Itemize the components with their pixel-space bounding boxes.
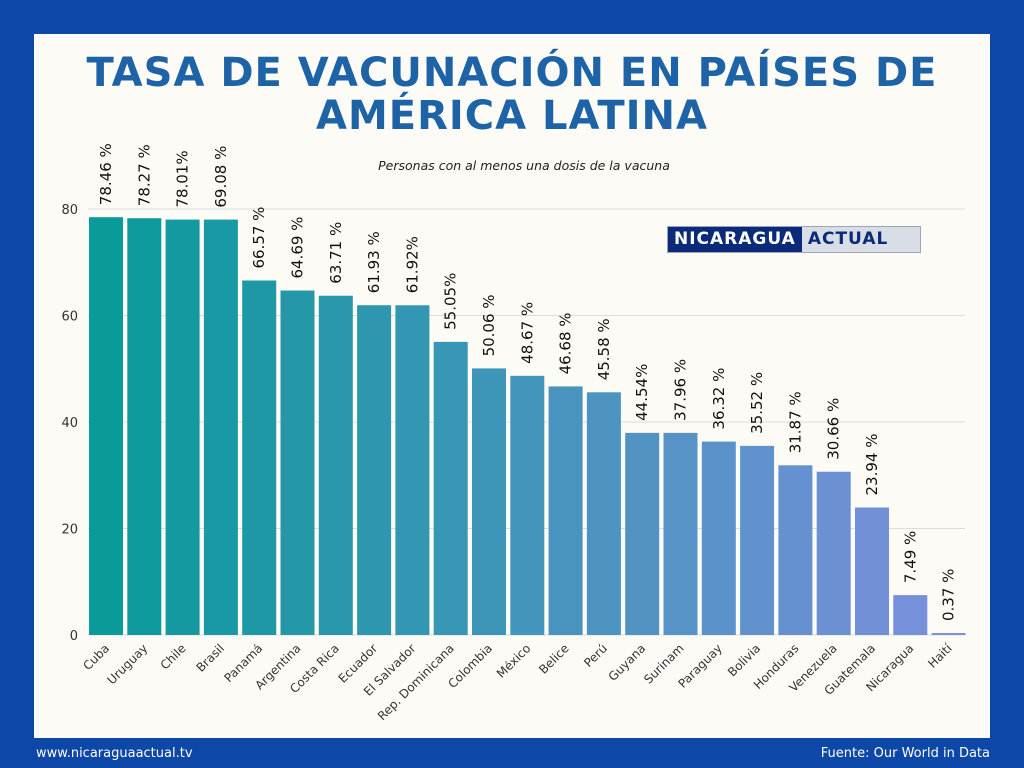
- data-label: 61.93 %: [365, 231, 383, 293]
- bar: [778, 465, 813, 635]
- bar: [663, 432, 698, 635]
- data-label: 30.66 %: [825, 398, 843, 460]
- bar: [548, 386, 583, 635]
- y-tick-label: 60: [61, 310, 78, 325]
- data-label: 50.06 %: [480, 294, 498, 356]
- chart-subtitle: Personas con al menos una dosis de la va…: [378, 158, 670, 173]
- category-label: Chile: [158, 641, 189, 672]
- y-tick-label: 20: [61, 523, 78, 538]
- data-label: 64.69 %: [289, 217, 307, 279]
- data-label: 48.67 %: [518, 302, 536, 364]
- nicaragua-actual-logo: NICARAGUA ACTUAL: [667, 226, 921, 253]
- category-label: Haití: [925, 641, 955, 671]
- data-label: 7.49 %: [901, 531, 919, 583]
- bar: [893, 595, 928, 635]
- footer-source: Fuente: Our World in Data: [820, 746, 990, 761]
- bar: [625, 432, 660, 635]
- footer-website: www.nicaraguaactual.tv: [36, 746, 193, 761]
- data-label: 44.54%: [633, 364, 651, 421]
- y-tick-label: 80: [61, 203, 78, 218]
- category-label: Cuba: [80, 641, 112, 673]
- data-label: 31.87 %: [786, 391, 804, 453]
- data-label: 0.37 %: [940, 569, 958, 621]
- bar: [127, 218, 162, 635]
- bar: [510, 375, 545, 635]
- data-label: 78.01%: [174, 150, 192, 207]
- y-tick-label: 40: [61, 416, 78, 431]
- bar: [855, 507, 889, 635]
- bar: [740, 445, 775, 635]
- bar: [395, 305, 430, 635]
- data-label: 23.94 %: [863, 434, 881, 496]
- data-label: 37.96 %: [672, 359, 690, 421]
- bar: [586, 392, 621, 635]
- bar: [816, 471, 851, 635]
- bar: [165, 219, 200, 636]
- bar: [701, 441, 736, 635]
- data-label: 61.92%: [403, 236, 421, 293]
- category-label: Uruguay: [104, 641, 150, 687]
- data-label: 45.58 %: [595, 318, 613, 380]
- bar: [357, 305, 392, 635]
- category-label: Perú: [581, 641, 610, 670]
- page-title: TASA DE VACUNACIÓN EN PAÍSES DE AMÉRICA …: [86, 50, 938, 139]
- logo-part1: NICARAGUA: [668, 227, 802, 252]
- data-label: 78.46 %: [97, 143, 115, 205]
- category-label: Bolivia: [725, 641, 763, 679]
- bar: [433, 341, 468, 635]
- bar: [203, 219, 238, 636]
- logo-part2: ACTUAL: [801, 227, 920, 252]
- bar: [931, 633, 966, 635]
- data-label: 46.68 %: [557, 312, 575, 374]
- category-label: Belice: [536, 641, 572, 677]
- data-label: 35.52 %: [748, 372, 766, 434]
- bar: [472, 368, 506, 635]
- bar: [89, 217, 123, 635]
- category-label: México: [494, 641, 534, 681]
- data-label: 78.27 %: [135, 144, 153, 206]
- data-label: 55.05%: [442, 273, 460, 330]
- category-label: Brasil: [193, 641, 227, 675]
- data-label: 36.32 %: [710, 368, 728, 430]
- data-label: 66.57 %: [250, 207, 268, 269]
- data-label: 63.71 %: [327, 222, 345, 284]
- bar: [242, 280, 277, 635]
- data-label: 69.08 %: [212, 146, 230, 208]
- y-tick-label: 0: [70, 629, 78, 644]
- bar: [318, 295, 353, 635]
- bar: [280, 290, 315, 635]
